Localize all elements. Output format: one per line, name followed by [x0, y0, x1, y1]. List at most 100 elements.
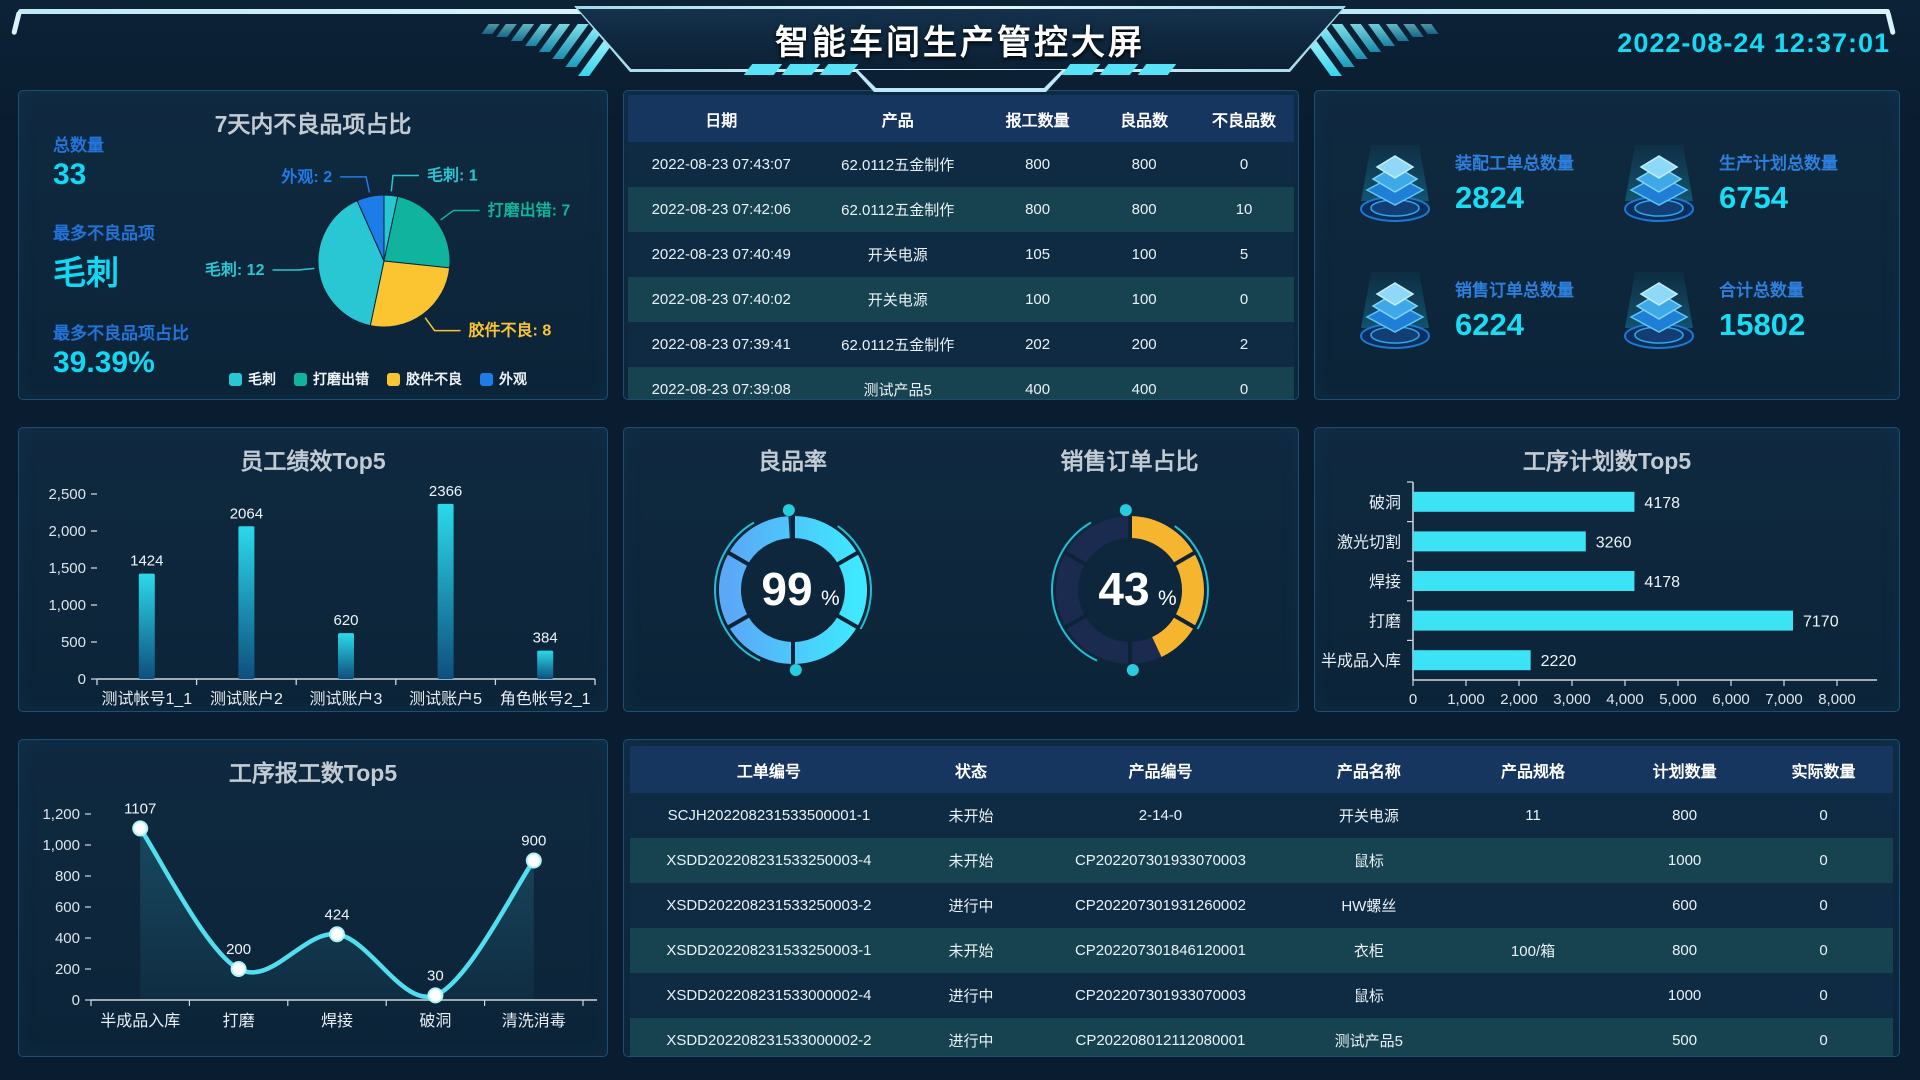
bar [238, 526, 255, 679]
legend-label: 外观 [499, 371, 527, 387]
svg-text:激光切割: 激光切割 [1337, 533, 1401, 551]
svg-text:0: 0 [72, 992, 80, 1009]
table-cell: XSDD202208231533000002-4 [630, 973, 908, 1018]
bar [138, 573, 155, 679]
svg-text:7170: 7170 [1803, 614, 1839, 631]
svg-text:焊接: 焊接 [321, 1012, 353, 1030]
bar [437, 503, 454, 679]
table-cell: 进行中 [907, 883, 1035, 928]
pie-slice [317, 200, 385, 327]
svg-text:2064: 2064 [230, 505, 263, 522]
clock: 2022-08-24 12:37:01 [1617, 28, 1890, 58]
table-cell: 100 [1094, 277, 1195, 322]
pie-slice [356, 194, 385, 262]
legend-item: 毛刺 [229, 369, 276, 389]
header: 智能车间生产管控大屏 2022-08-24 12:37:01 [0, 0, 1920, 88]
table-header-cell: 产品 [814, 95, 981, 142]
table-cell: CP202207301846120001 [1034, 928, 1287, 973]
svg-text:测试帐号1_1: 测试帐号1_1 [101, 690, 192, 708]
svg-text:1,500: 1,500 [48, 560, 86, 577]
svg-text:角色帐号2_1: 角色帐号2_1 [500, 690, 591, 708]
report-table: 日期 产品 报工数量 良品数 不良品数 2022-08-23 07:43:07 62.011… [624, 91, 1298, 399]
table-header-cell: 实际数量 [1754, 746, 1893, 793]
table-cell: 0 [1754, 883, 1893, 928]
stat-total-label: 总数量 [53, 136, 104, 155]
legend-item: 打磨出错 [294, 369, 369, 389]
table-cell: 进行中 [907, 973, 1035, 1018]
legend-swatch [229, 372, 242, 386]
table-cell: 开关电源 [1286, 793, 1451, 838]
panel-report-line: 工序报工数Top5 0 200 400 600 800 1,000 1,200 1107 半成品… [18, 739, 608, 1057]
table-cell: 500 [1615, 1018, 1755, 1056]
stat-card-label: 合计总数量 [1719, 281, 1804, 300]
svg-text:4178: 4178 [1644, 495, 1680, 512]
table-cell: 62.0112五金制作 [814, 187, 981, 232]
svg-text:384: 384 [533, 630, 558, 647]
table-cell: 2022-08-23 07:40:49 [628, 232, 815, 277]
svg-text:打磨: 打磨 [1369, 613, 1401, 631]
svg-text:5,000: 5,000 [1659, 691, 1697, 708]
table-cell: 0 [1754, 1018, 1893, 1056]
header-minibars-left [743, 64, 859, 75]
table-cell: 100 [980, 277, 1095, 322]
title-band: 智能车间生产管控大屏 [578, 9, 1342, 69]
layers-icon [1624, 144, 1694, 222]
table-header-row: 日期 产品 报工数量 良品数 不良品数 [628, 95, 1294, 142]
table-cell: CP202207301933070003 [1034, 973, 1287, 1018]
table-cell: 2022-08-23 07:43:07 [628, 142, 815, 187]
panel-defect-pie: 7天内不良品项占比 总数量 33 最多不良品项 毛刺 最多不良品项占比 39.3… [18, 90, 608, 400]
legend-item: 外观 [480, 369, 527, 389]
stat-card-label: 生产计划总数量 [1719, 154, 1838, 173]
report-line-title: 工序报工数Top5 [228, 760, 398, 786]
table-cell: 1000 [1615, 838, 1755, 883]
gauge-quality: 良品率 99% [624, 428, 961, 711]
table-cell: 62.0112五金制作 [814, 322, 981, 367]
plan-hbar-title: 工序计划数Top5 [1522, 448, 1692, 474]
svg-text:2,000: 2,000 [1500, 691, 1538, 708]
table-header-cell: 状态 [907, 746, 1035, 793]
table-cell: 100/箱 [1450, 928, 1616, 973]
title-band-chin [858, 70, 1062, 88]
table-cell: 进行中 [907, 1018, 1035, 1056]
gauge-value: 99 [761, 563, 812, 615]
table-cell: 2 [1194, 322, 1294, 367]
stat-card: 装配工单总数量 2824 [1349, 119, 1613, 246]
table-cell: 100 [1094, 232, 1195, 277]
bar [338, 633, 354, 679]
table-header-cell: 日期 [628, 95, 815, 142]
svg-text:1,000: 1,000 [42, 837, 80, 854]
svg-text:400: 400 [55, 930, 80, 947]
panel-plan-hbar: 工序计划数Top5 0 1,000 2,000 3,000 4,000 5,000 6,00… [1314, 427, 1900, 712]
svg-text:200: 200 [226, 941, 251, 958]
pie-slice [383, 195, 451, 269]
table-cell: 11 [1450, 793, 1616, 838]
stat-total-value: 33 [53, 158, 87, 191]
legend-swatch [480, 372, 493, 386]
table-cell: CP202207301931260002 [1034, 883, 1287, 928]
table-cell: 未开始 [907, 793, 1035, 838]
table-header-cell: 不良品数 [1194, 95, 1294, 142]
svg-text:破洞: 破洞 [419, 1012, 451, 1030]
svg-text:1,200: 1,200 [42, 806, 80, 823]
stat-top-defect-ratio-label: 最多不良品项占比 [53, 324, 189, 343]
stat-card: 生产计划总数量 6754 [1613, 119, 1877, 246]
table-cell: 400 [980, 367, 1095, 399]
stat-top-defect-ratio: 最多不良品项占比 39.39% [53, 319, 189, 380]
gauge-sales-title: 销售订单占比 [1060, 448, 1199, 474]
table-cell [1450, 838, 1616, 883]
legend-swatch [387, 372, 400, 386]
table-cell: XSDD202208231533250003-1 [630, 928, 908, 973]
table-row: XSDD202208231533000002-4 进行中 CP20220730193… [630, 973, 1893, 1018]
table-cell: SCJH202208231533500001-1 [630, 793, 908, 838]
defect-pie-legend: 毛刺 打磨出错 胶件不良 外观 [229, 369, 527, 389]
table-cell: 800 [980, 142, 1095, 187]
table-header-cell: 产品编号 [1034, 746, 1287, 793]
table-cell: 鼠标 [1286, 973, 1451, 1018]
table-cell: 开关电源 [814, 232, 981, 277]
work-order-table: 工单编号 状态 产品编号 产品名称 产品规格 计划数量 实际数量 SCJH2022082315… [624, 740, 1899, 1056]
gauge-quality-title: 良品率 [758, 448, 827, 474]
table-cell: 鼠标 [1286, 838, 1451, 883]
pie-label: 毛刺: 1 [427, 165, 478, 184]
table-header-cell: 计划数量 [1615, 746, 1755, 793]
table-cell: 202 [980, 322, 1095, 367]
